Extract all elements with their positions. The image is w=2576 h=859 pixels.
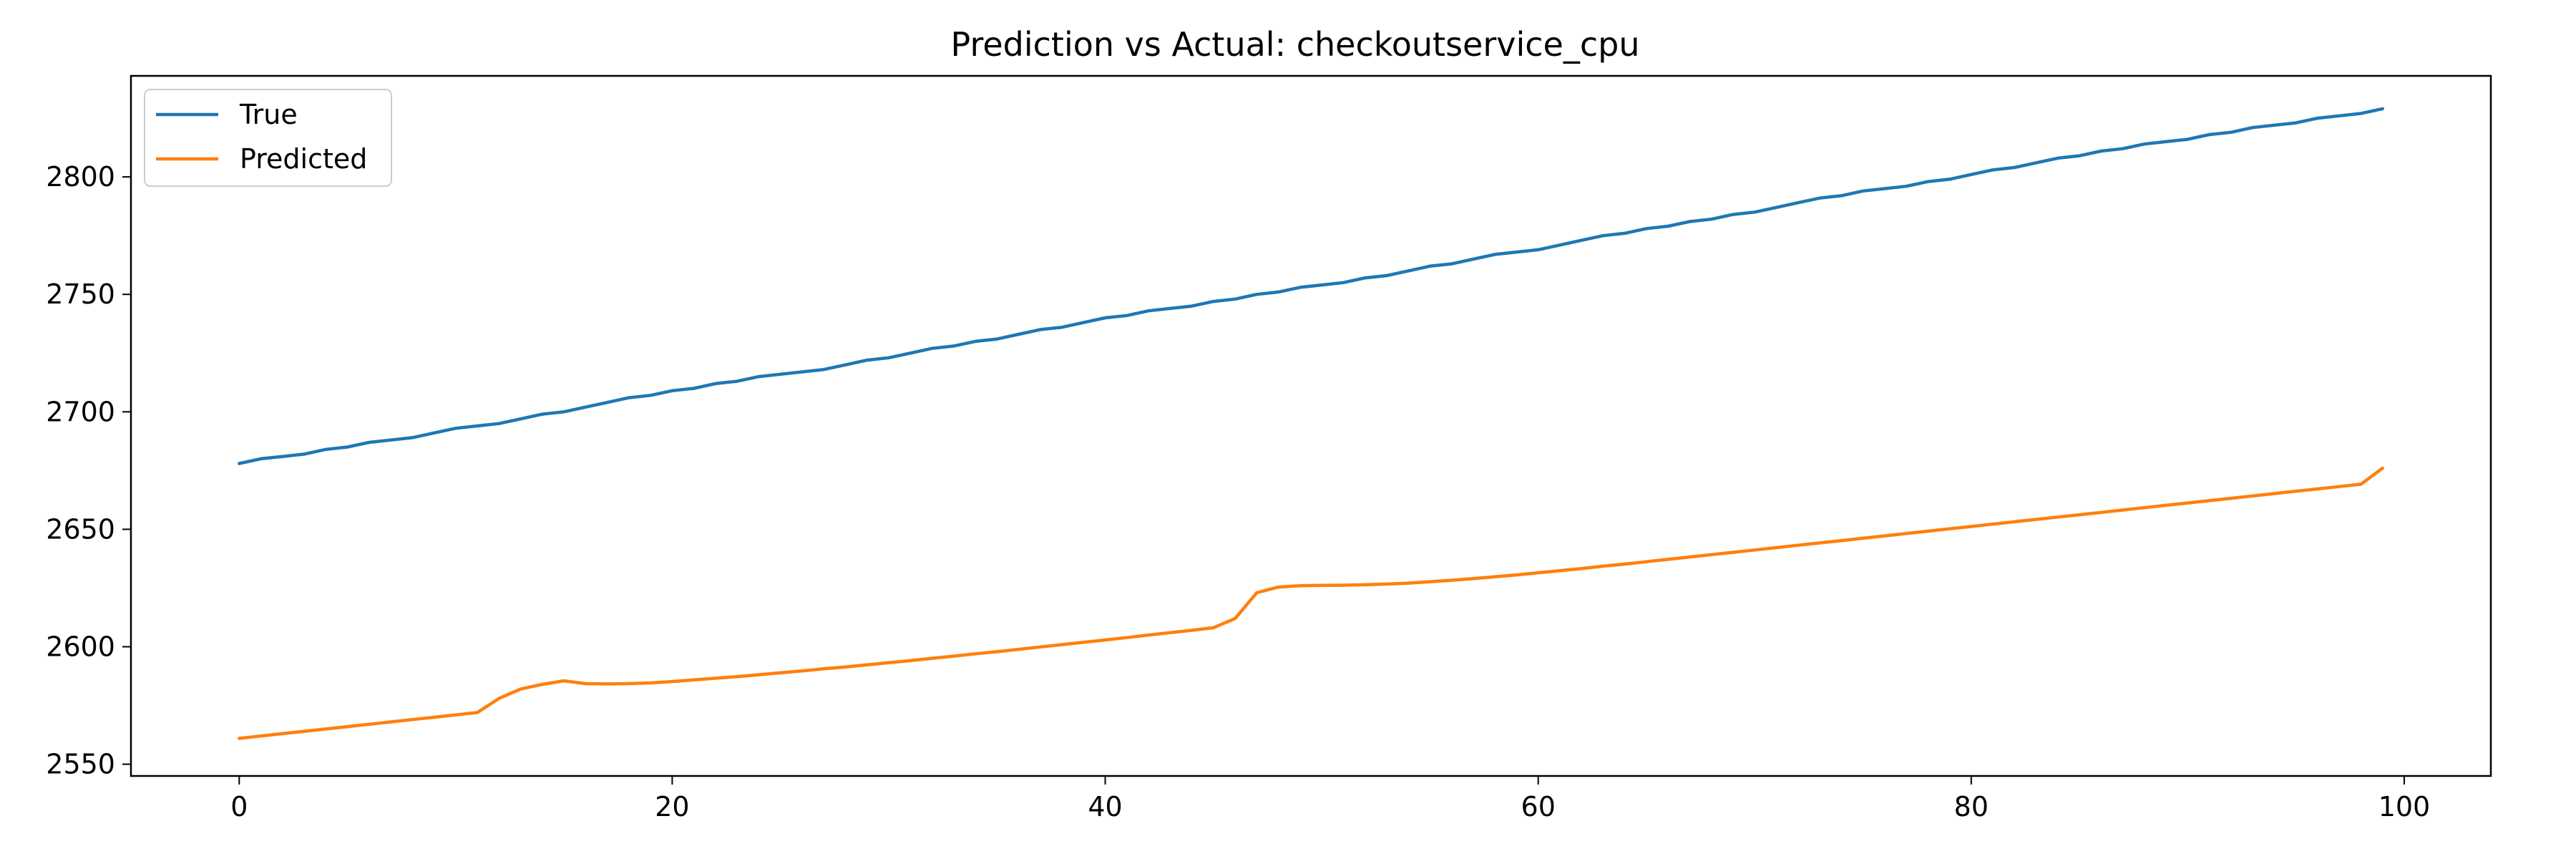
y-tick-label: 2800 [46, 161, 115, 193]
axis-ticks: 0 20 40 60 80 100 2550 2600 2650 2700 2750 2800 [46, 161, 2430, 822]
series-line-predicted [238, 466, 2384, 740]
chart-title: Prediction vs Actual: checkoutservice_cp… [951, 25, 1640, 64]
legend-label: True [239, 99, 298, 130]
y-tick-label: 2750 [46, 278, 115, 310]
y-tick-label: 2550 [46, 749, 115, 780]
x-tick-label: 0 [230, 791, 248, 822]
x-tick-label: 100 [2379, 791, 2431, 822]
x-tick-label: 80 [1954, 791, 1989, 822]
legend-label: Predicted [240, 143, 367, 175]
y-tick-label: 2600 [46, 631, 115, 662]
y-tick-label: 2650 [46, 513, 115, 545]
x-tick-label: 20 [655, 791, 689, 822]
plot-area [130, 74, 2492, 777]
x-tick-label: 40 [1088, 791, 1122, 822]
x-tick-label: 60 [1521, 791, 1556, 822]
series-line-true [238, 107, 2384, 465]
legend: True Predicted [144, 89, 392, 187]
series-lines [238, 107, 2384, 740]
y-tick-label: 2700 [46, 396, 115, 427]
